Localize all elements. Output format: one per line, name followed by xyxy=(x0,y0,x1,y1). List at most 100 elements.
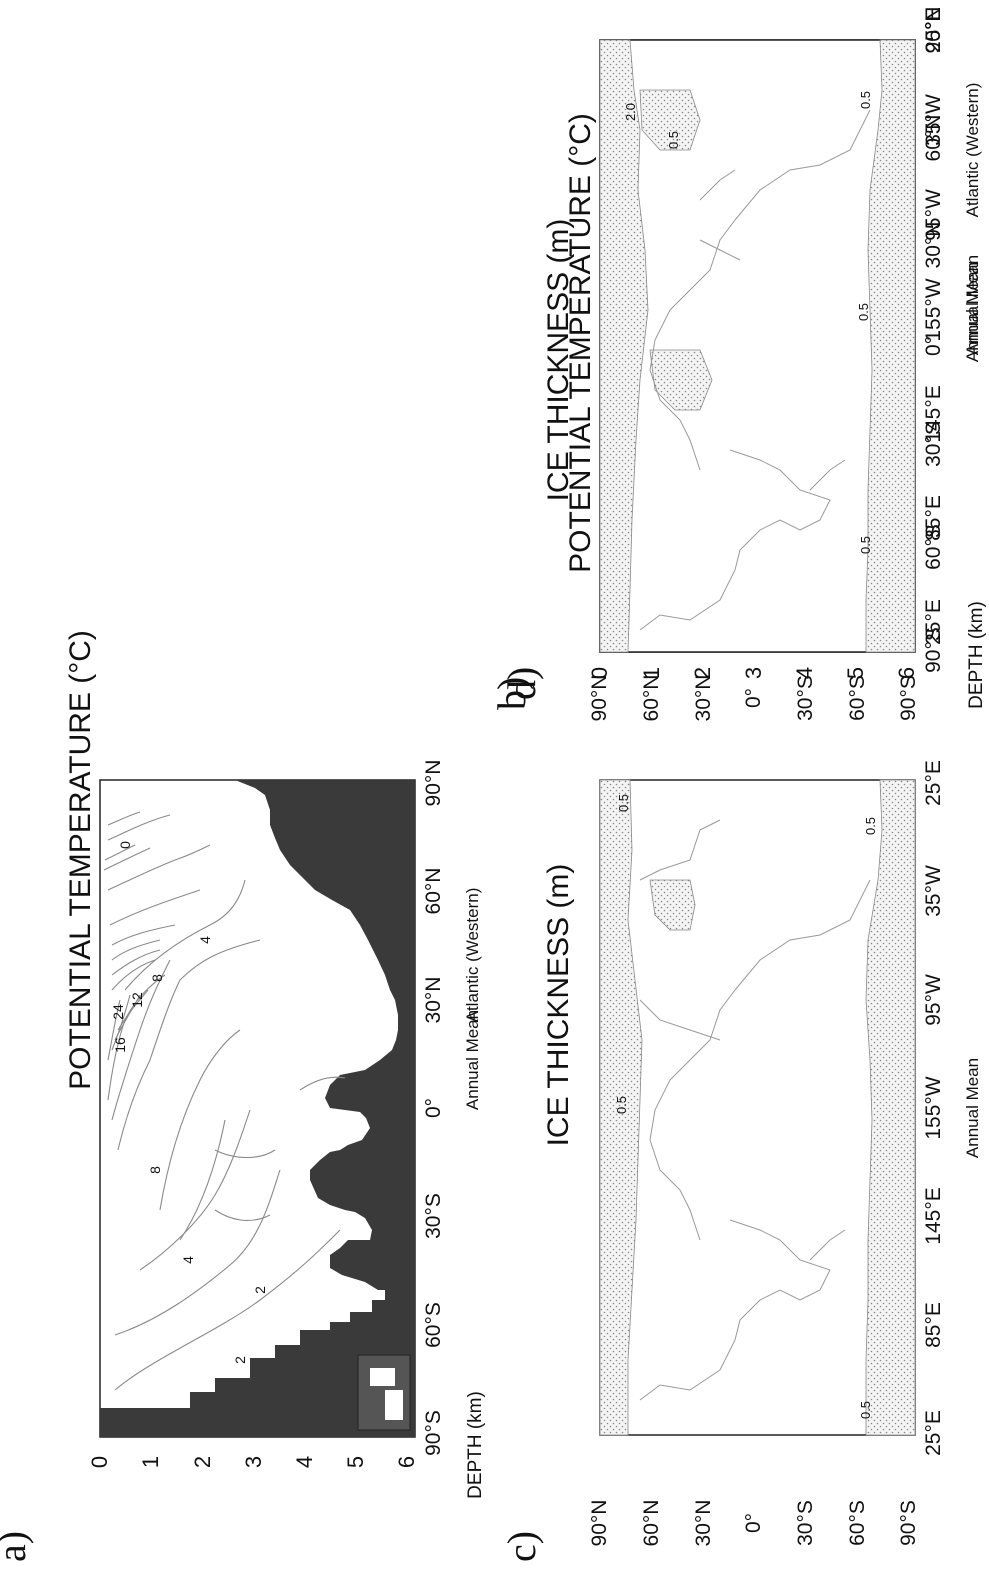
panel-a-contour-label: 2 xyxy=(252,1286,268,1294)
panel-d-hudson-ice xyxy=(649,349,713,411)
panel-d-xtick: 155°W xyxy=(922,278,945,341)
panel-b-xtick: 0° xyxy=(922,336,945,356)
panel-d-title: ICE THICKNESS (m) xyxy=(542,219,575,502)
panel-a-contours xyxy=(103,811,346,1391)
panel-a-xtick: 0° xyxy=(422,1098,445,1118)
panel-c-contour-label: 0.5 xyxy=(616,794,631,812)
panel-a-letter: a) xyxy=(0,1531,34,1562)
panel-d-xtick: 85°E xyxy=(922,495,945,541)
panel-a-ytick: 1 xyxy=(138,1456,163,1468)
panel-a-xticks: 90°S 60°S 30°S 0° 30°N 60°N 90°N xyxy=(422,760,445,1456)
panel-d-contour-label: 2.0 xyxy=(623,103,638,121)
panel-d-ytick: 90°N xyxy=(588,675,611,722)
panel-b-xticks: 90°S 60°S 30°S 0° 30°N 60°N 90°N xyxy=(922,7,945,673)
panel-d-contour-label: 0.5 xyxy=(856,303,871,321)
panel-c-contour-label: 0.5 xyxy=(614,1096,629,1114)
panel-d-ytick: 30°N xyxy=(692,675,715,722)
panel-c-xtick: 25°E xyxy=(922,760,945,806)
panel-a-contour-label: 24 xyxy=(110,1004,126,1020)
panel-b-xtick: 60°S xyxy=(922,524,945,570)
panel-d-xtick: 145°E xyxy=(922,385,945,442)
panel-b-yticks: 0 1 2 3 4 5 6 xyxy=(587,667,919,679)
panel-b-ytick: 2 xyxy=(690,667,715,679)
panel-c-ytick: 30°N xyxy=(692,1500,715,1547)
panel-d-arctic-ice xyxy=(599,39,649,653)
panel-d-footer-left: Annual Mean xyxy=(963,262,982,362)
panel-a-contour-label: 4 xyxy=(197,936,213,944)
panel-d-xtick: 25°E xyxy=(922,599,945,645)
panel-a-contour-label: 8 xyxy=(147,1166,163,1174)
panel-c-hudson-ice xyxy=(649,879,696,931)
panel-a-xtick: 60°N xyxy=(422,868,445,915)
panel-d-yticks: 90°N 60°N 30°N 0° 30°S 60°S 90°S xyxy=(588,675,920,722)
panel-a: a) POTENTIAL TEMPERATURE (°C) DEPTH (km)… xyxy=(0,630,486,1562)
panel-d-contour-label: 0.5 xyxy=(666,131,681,149)
panel-c-ytick: 90°S xyxy=(897,1500,920,1546)
panel-c-yticks: 90°N 60°N 30°N 0° 30°S 60°S 90°S xyxy=(588,1500,920,1547)
panel-d: d) ICE THICKNESS (m) 90°N 60°N 30°N 0° 3… xyxy=(499,7,982,721)
panel-c-ytick: 60°N xyxy=(640,1500,663,1547)
panel-c-xtick: 155°W xyxy=(922,1076,945,1139)
panel-d-ytick: 90°S xyxy=(897,675,920,721)
panel-a-contour-label: 16 xyxy=(112,1037,128,1053)
panel-a-contour-labels: 0 2 4 8 12 16 24 8 4 2 xyxy=(110,841,268,1364)
panel-d-ytick: 60°S xyxy=(846,675,869,721)
panel-a-ytick: 4 xyxy=(292,1456,317,1468)
panel-b-xtick: 90°N xyxy=(922,7,945,54)
panel-b-footer-right: Atlantic (Western) xyxy=(963,83,982,218)
panel-b-ytick: 1 xyxy=(639,667,664,679)
panel-a-xtick: 30°S xyxy=(422,1193,445,1239)
panel-a-footer-right: Atlantic (Western) xyxy=(463,888,482,1023)
panel-a-xtick: 90°S xyxy=(422,1410,445,1456)
panel-b-ytick: 0 xyxy=(587,667,612,679)
panel-d-xtick: 35°W xyxy=(922,94,945,146)
panel-d-xtick: 25°E xyxy=(922,7,945,53)
panel-c-xtick: 25°E xyxy=(922,1410,945,1456)
panel-c-contour-label: 0.5 xyxy=(863,817,878,835)
panel-a-ytick: 2 xyxy=(190,1456,215,1468)
panel-a-xtick: 90°N xyxy=(422,760,445,807)
panel-d-coastlines xyxy=(639,109,871,631)
panel-b-ytick: 4 xyxy=(792,667,817,679)
panel-b-ytick: 5 xyxy=(843,667,868,679)
panel-a-ytick: 5 xyxy=(343,1456,368,1468)
panel-c-ytick: 90°N xyxy=(588,1500,611,1547)
panel-d-xticks: 25°E 85°E 145°E 155°W 95°W 35°W 25°E xyxy=(922,7,945,645)
panel-a-ytick: 3 xyxy=(241,1456,266,1468)
panel-b-ytick: 3 xyxy=(741,667,766,679)
panel-d-ytick: 60°N xyxy=(640,675,663,722)
panel-c-ytick: 0° xyxy=(742,1513,765,1533)
panel-c-ytick: 60°S xyxy=(846,1500,869,1546)
panel-c-antarctic-ice xyxy=(865,779,916,1436)
panel-c-xticks: 25°E 85°E 145°E 155°W 95°W 35°W 25°E xyxy=(922,760,945,1456)
panel-d-contour-label: 0.5 xyxy=(858,536,873,554)
panel-c-coastlines xyxy=(639,819,871,1401)
panel-a-contour-label: 0 xyxy=(117,841,133,849)
panel-c-xtick: 145°E xyxy=(922,1187,945,1244)
panel-b-title: POTENTIAL TEMPERATURE (°C) xyxy=(564,113,597,573)
panel-c-contour-labels: 0.5 0.5 0.5 0.5 xyxy=(614,794,878,1419)
panel-c-ytick: 30°S xyxy=(794,1500,817,1546)
panel-c-arctic-ice xyxy=(599,779,643,1436)
panel-b-footer-left: Annual Mean xyxy=(963,255,982,355)
panel-b-xtick: 30°S xyxy=(922,421,945,467)
panel-d-east-siberian-ice xyxy=(639,89,701,151)
panel-b-xtick: 90°S xyxy=(922,627,945,673)
panel-c-xtick: 35°W xyxy=(922,865,945,917)
panel-a-ylabel: DEPTH (km) xyxy=(465,1391,486,1499)
panel-a-ytick: 0 xyxy=(87,1456,112,1468)
panel-a-contour-label: 12 xyxy=(129,992,145,1008)
panel-a-contour-label: 8 xyxy=(149,974,165,982)
panel-a-contour-label: 4 xyxy=(180,1256,196,1264)
panel-b-ytick: 6 xyxy=(894,667,919,679)
panel-d-contour-label: 0.5 xyxy=(858,91,873,109)
panel-b-letter: b) xyxy=(489,677,534,710)
panel-a-contour-label: 2 xyxy=(232,1356,248,1364)
panel-c: c) ICE THICKNESS (m) 90°N 60°N 30°N 0° 3… xyxy=(499,760,982,1562)
panel-d-ytick: 0° xyxy=(742,688,765,708)
panel-c-footer-left: Annual Mean xyxy=(963,1058,982,1158)
panel-c-letter: c) xyxy=(499,1531,544,1562)
panel-d-ytick: 30°S xyxy=(794,675,817,721)
panel-b-xtick: 30°N xyxy=(922,222,945,269)
